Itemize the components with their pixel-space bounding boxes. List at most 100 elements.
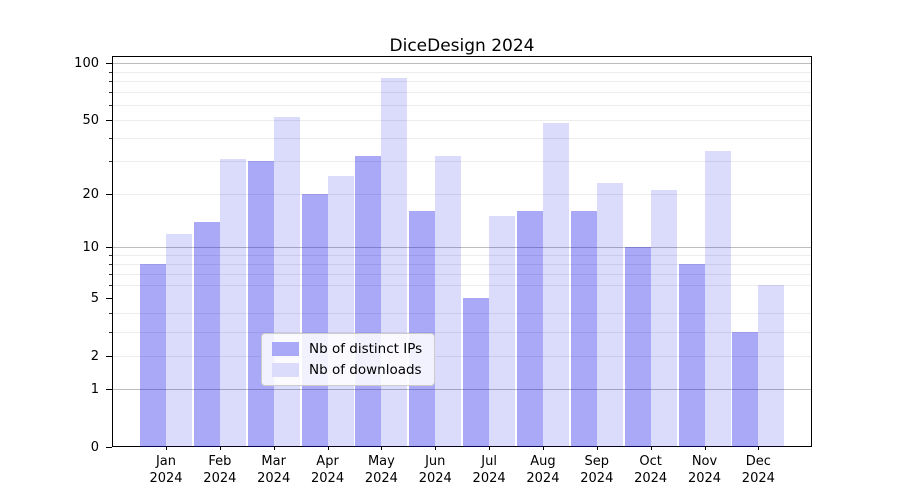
legend: Nb of distinct IPs Nb of downloads [261, 333, 436, 386]
y-axis-tick [106, 247, 112, 249]
y-axis-minor-tick [109, 71, 112, 73]
legend-label: Nb of downloads [309, 362, 422, 378]
bar-apr-downloads [327, 175, 354, 447]
x-tick-label: Oct 2024 [634, 454, 668, 486]
bar-jun-downloads [435, 156, 462, 447]
y-axis-tick [106, 389, 112, 391]
y-tick-label: 2 [90, 348, 99, 364]
gridline-minor [113, 138, 811, 139]
bar-nov-ips [678, 264, 705, 447]
gridline-minor [113, 355, 811, 357]
bar-jul-downloads [489, 216, 516, 447]
bar-dec-downloads [758, 285, 785, 447]
gridline-minor [113, 119, 811, 121]
gridline-minor [113, 71, 811, 73]
x-tick-label: Jan 2024 [149, 454, 183, 486]
x-axis-tick [542, 446, 544, 450]
x-axis-tick [327, 446, 329, 450]
x-axis-tick [596, 446, 598, 450]
y-axis-tick [106, 63, 112, 64]
y-tick-label: 10 [82, 240, 99, 256]
gridline-minor [113, 285, 811, 287]
y-axis-minor-tick [109, 273, 112, 275]
gridline-minor [113, 331, 811, 333]
gridline-minor [113, 92, 811, 94]
x-axis-tick [435, 446, 437, 450]
gridline-major [113, 63, 811, 64]
x-axis-tick [758, 446, 760, 450]
x-tick-label: Jul 2024 [472, 454, 506, 486]
y-tick-label: 50 [82, 112, 99, 128]
bar-sep-downloads [596, 182, 623, 447]
bar-oct-downloads [650, 189, 677, 447]
y-axis-minor-tick [109, 161, 112, 163]
x-tick-label: Aug 2024 [526, 454, 560, 486]
y-tick-label: 5 [90, 290, 99, 306]
x-axis-tick [219, 446, 221, 450]
gridline-major [113, 389, 811, 391]
bar-apr-ips [301, 193, 328, 447]
bar-dec-ips [732, 331, 759, 447]
y-axis-tick [106, 355, 112, 357]
y-axis-minor-tick [109, 264, 112, 266]
legend-row: Nb of downloads [272, 362, 422, 378]
y-axis-tick [106, 447, 112, 448]
x-axis-tick [166, 446, 167, 450]
bar-jul-ips [463, 297, 490, 447]
x-tick-label: Sep 2024 [580, 454, 614, 486]
gridline-minor [113, 161, 811, 163]
x-axis-tick [273, 446, 275, 450]
y-axis-tick [106, 297, 112, 299]
bar-oct-ips [624, 247, 651, 447]
gridline-minor [113, 104, 811, 106]
bar-feb-ips [193, 221, 220, 447]
x-tick-label: Nov 2024 [687, 454, 722, 486]
x-tick-label: Apr 2024 [311, 454, 345, 486]
legend-swatch [272, 342, 299, 356]
legend-row: Nb of distinct IPs [272, 341, 422, 357]
plot-area: 0 1 2 5 10 20 50 100 Jan 2024 Feb 2024 Mar 2024 Apr 202… [74, 56, 812, 486]
y-axis-minor-tick [109, 138, 112, 139]
y-axis-minor-tick [109, 92, 112, 94]
bar-jan-ips [140, 264, 166, 447]
gridline-minor [113, 193, 811, 195]
bar-aug-ips [516, 211, 543, 447]
y-tick-label: 100 [74, 56, 99, 71]
x-tick-label: Dec 2024 [741, 454, 775, 486]
x-axis-tick [489, 446, 491, 450]
y-axis-minor-tick [109, 81, 112, 83]
bar-mar-ips [247, 161, 274, 447]
bar-may-ips [355, 156, 382, 447]
bar-feb-downloads [219, 158, 246, 447]
chart-title: DiceDesign 2024 [389, 36, 535, 56]
x-axis-tick [381, 446, 383, 450]
gridline-minor [113, 273, 811, 275]
y-axis-tick [106, 193, 112, 195]
bar-aug-downloads [542, 123, 569, 447]
x-tick-label: Jun 2024 [418, 454, 452, 486]
y-tick-label: 20 [82, 186, 99, 202]
y-axis-minor-tick [109, 285, 112, 287]
y-axis-minor-tick [109, 255, 112, 257]
y-axis-minor-tick [109, 104, 112, 106]
gridline-minor [113, 264, 811, 266]
y-axis-minor-tick [109, 331, 112, 333]
legend-swatch [272, 363, 299, 377]
x-tick-label: Mar 2024 [257, 454, 291, 486]
legend-label: Nb of distinct IPs [309, 341, 423, 357]
bar-nov-downloads [704, 151, 731, 447]
y-tick-label: 1 [90, 382, 99, 398]
gridline-minor [113, 255, 811, 257]
bar-jan-downloads [166, 233, 192, 447]
gridline-minor [113, 81, 811, 83]
gridline-major [113, 247, 811, 249]
x-axis-tick [704, 446, 706, 450]
x-tick-label: Feb 2024 [203, 454, 237, 486]
y-axis-minor-tick [109, 313, 112, 315]
y-axis-tick [106, 119, 112, 121]
x-tick-label: May 2024 [364, 454, 398, 486]
y-tick-label: 0 [90, 440, 99, 455]
bar-jun-ips [409, 211, 436, 447]
gridline-minor [113, 313, 811, 315]
